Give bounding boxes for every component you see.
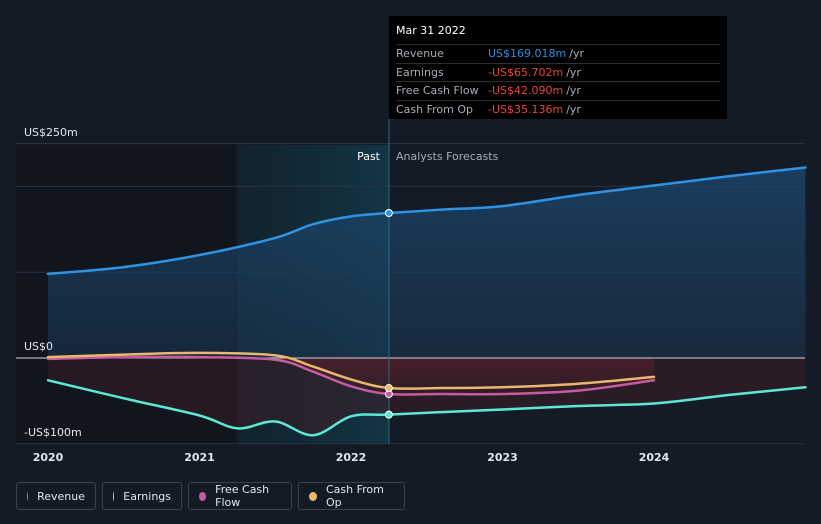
tooltip-label: Revenue xyxy=(396,47,444,60)
earnings-marker xyxy=(384,410,393,419)
tooltip-label: Cash From Op xyxy=(396,102,474,116)
tooltip-value: -US$65.702m xyxy=(488,65,564,79)
legend-item-revenue[interactable]: Revenue xyxy=(16,482,96,510)
tooltip-date: Mar 31 2022 xyxy=(396,24,466,37)
x-tick-label: 2023 xyxy=(487,451,518,464)
legend-item-free-cash-flow[interactable]: Free Cash Flow xyxy=(188,482,292,510)
cash-from-op-marker xyxy=(384,384,393,393)
cash-from-op-line xyxy=(46,351,656,390)
tooltip-unit: /yr xyxy=(566,84,581,97)
tooltip-unit: /yr xyxy=(569,47,584,60)
x-tick-label: 2024 xyxy=(639,451,670,464)
tooltip-row-earnings: Earnings -US$65.702m /yr xyxy=(396,62,720,82)
legend-dot-icon xyxy=(199,491,207,501)
forecast-label: Analysts Forecasts xyxy=(396,150,499,163)
legend-dot-icon xyxy=(309,491,317,501)
legend-label: Earnings xyxy=(123,489,171,503)
legend-item-earnings[interactable]: Earnings xyxy=(102,482,182,510)
legend-dot-icon xyxy=(27,491,29,501)
y-label-top: US$250m xyxy=(24,126,78,139)
earnings-line xyxy=(46,379,807,437)
legend-label: Cash From Op xyxy=(325,483,384,509)
revenue-marker xyxy=(384,208,393,217)
past-label: Past xyxy=(357,150,381,163)
tooltip-value: -US$42.090m xyxy=(488,84,564,97)
tooltip-value: US$169.018m xyxy=(488,47,567,60)
earnings-area xyxy=(48,358,806,436)
y-label-zero: US$0 xyxy=(24,340,53,353)
legend-label: Revenue xyxy=(37,489,85,503)
legend-dot-icon xyxy=(113,491,115,501)
tooltip-unit: /yr xyxy=(566,65,581,79)
tooltip-label: Earnings xyxy=(396,65,444,79)
legend-label: Free Cash Flow xyxy=(215,483,270,509)
revenue-area xyxy=(48,167,806,358)
x-tick-label: 2021 xyxy=(184,451,215,464)
tooltip-unit: /yr xyxy=(566,102,581,116)
x-tick-label: 2022 xyxy=(336,451,367,464)
tooltip-row-free-cash-flow: Free Cash Flow -US$42.090m /yr xyxy=(396,81,720,100)
y-label-bottom: -US$100m xyxy=(24,426,82,439)
legend: Revenue Earnings Free Cash Flow Cash Fro… xyxy=(16,482,405,512)
tooltip: Mar 31 2022 Revenue US$169.018m /yr Earn… xyxy=(389,16,727,119)
legend-item-cash-from-op[interactable]: Cash From Op xyxy=(298,482,405,510)
tooltip-label: Free Cash Flow xyxy=(396,84,479,97)
x-tick-label: 2020 xyxy=(33,451,64,464)
free-cash-flow-line xyxy=(46,355,656,396)
tooltip-value: -US$35.136m xyxy=(488,102,564,116)
tooltip-row-revenue: Revenue US$169.018m /yr xyxy=(396,44,720,63)
tooltip-row-cash-from-op: Cash From Op -US$35.136m /yr xyxy=(396,99,720,119)
